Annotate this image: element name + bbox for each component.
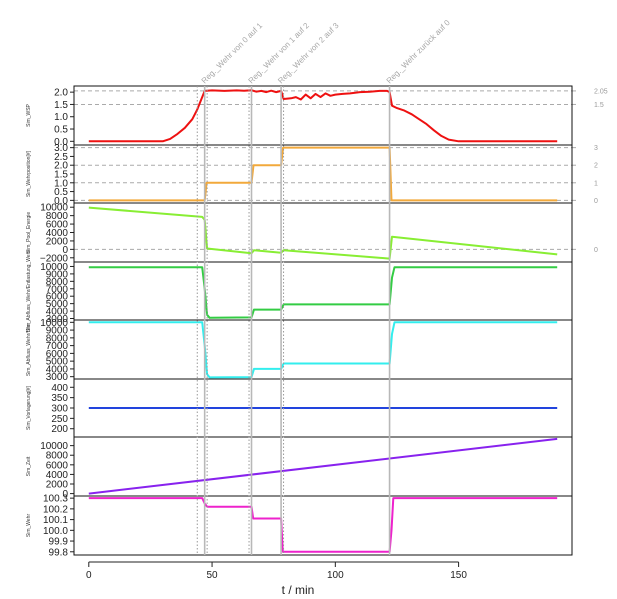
- y-tick-label: 1.0: [54, 112, 68, 123]
- series-line: [88, 437, 558, 495]
- y-axis-label: Sim_Abfluss_Wehr/Ufer: [26, 323, 32, 377]
- y-tick-label: 6000: [46, 292, 69, 303]
- y-tick-label: 3.0: [54, 143, 68, 154]
- y-tick-label: 5000: [46, 299, 69, 310]
- x-tick-label: 100: [327, 570, 344, 581]
- y-tick-label: 6000: [46, 349, 69, 360]
- y-tick-label: 10000: [40, 262, 68, 273]
- right-tick-label: 1: [594, 180, 598, 187]
- y-axis-label: Sim_Wehr: [26, 514, 32, 538]
- y-tick-label: 0.5: [54, 125, 68, 136]
- panel-4: 300040005000600070008000900010000Sim_Abf…: [26, 250, 573, 332]
- y-tick-label: 10000: [40, 441, 68, 452]
- y-tick-label: 2000: [46, 480, 69, 491]
- y-tick-label: 1.0: [54, 178, 68, 189]
- series-line: [88, 146, 558, 202]
- x-axis: 0 50 100 150: [86, 561, 467, 581]
- y-tick-label: 2000: [46, 236, 69, 247]
- right-tick-label: 0: [594, 247, 598, 254]
- y-tick-label: 100.2: [43, 504, 68, 515]
- y-axis-label: Sim_WSP: [26, 103, 32, 126]
- y-tick-label: 2.0: [54, 161, 68, 172]
- y-tick-label: 6000: [46, 460, 69, 471]
- panel-3: −200002000400060008000100000Sim_Pool_Ene…: [26, 202, 598, 264]
- y-tick-label: 1.5: [54, 170, 68, 181]
- x-tick-label: 0: [86, 570, 92, 581]
- event-label: Reg._Wehr von 2 auf 3: [276, 21, 341, 86]
- y-tick-label: 10000: [40, 318, 68, 329]
- y-tick-label: 100.1: [43, 515, 68, 526]
- y-tick-label: 4000: [46, 470, 69, 481]
- y-tick-label: 1.5: [54, 100, 68, 111]
- y-tick-label: −2000: [40, 253, 69, 264]
- panels: 0.00.51.01.52.01.52.05Sim_WSP0.00.51.01.…: [26, 85, 608, 558]
- y-tick-label: 300: [51, 404, 68, 415]
- y-tick-label: 7000: [46, 341, 69, 352]
- y-tick-label: 4000: [46, 228, 69, 239]
- y-tick-label: 350: [51, 393, 68, 404]
- x-tick-label: 50: [206, 570, 218, 581]
- y-tick-label: 400: [51, 383, 68, 394]
- y-axis-label: Sim_Zeit: [26, 456, 32, 476]
- y-tick-label: 0: [62, 245, 68, 256]
- panel-frame: [73, 495, 573, 556]
- panel-2: 0.00.51.01.52.02.53.0 0 1 2 3 Sim_Wehrpositio…: [26, 143, 598, 207]
- panel-frame: [73, 144, 573, 204]
- y-tick-label: 10000: [40, 203, 68, 214]
- right-tick-label: 2.05: [594, 88, 608, 95]
- y-tick-label: 8000: [46, 333, 69, 344]
- y-tick-label: 3000: [46, 372, 69, 383]
- y-tick-label: 4000: [46, 364, 69, 375]
- y-axis-label: Sim_Pool_Energie: [26, 212, 32, 254]
- y-tick-label: 0.0: [54, 137, 68, 148]
- y-tick-label: 5000: [46, 357, 69, 368]
- series-line: [88, 497, 558, 553]
- right-tick-label: 3: [594, 145, 598, 152]
- y-tick-label: 2.0: [54, 88, 68, 99]
- y-axis-label: Sim_Vorlagerung[#]: [26, 385, 32, 430]
- y-tick-label: 100.0: [43, 526, 68, 537]
- y-tick-label: 250: [51, 414, 68, 425]
- series-line: [88, 89, 558, 143]
- y-tick-label: 8000: [46, 451, 69, 462]
- y-tick-label: 0.5: [54, 187, 68, 198]
- y-tick-label: 4000: [46, 307, 69, 318]
- y-axis-label: Sim_Abfluss_Wehr/Entlastung_Wehr: [26, 250, 32, 332]
- y-tick-label: 0: [62, 489, 68, 500]
- y-tick-label: 99.9: [49, 537, 69, 548]
- x-tick-label: 150: [450, 570, 467, 581]
- y-tick-label: 200: [51, 424, 68, 435]
- series-line: [88, 266, 558, 319]
- y-axis-label: Sim_Wehrposition[#]: [26, 150, 32, 197]
- y-tick-label: 100.3: [43, 494, 68, 505]
- series-line: [88, 321, 558, 379]
- right-tick-label: 1.5: [594, 102, 604, 109]
- right-tick-label: 0: [594, 198, 598, 205]
- event-label: Reg._Wehr zurück auf 0: [385, 18, 453, 86]
- series-line: [88, 206, 558, 260]
- panel-frame: [73, 319, 573, 380]
- right-tick-label: 2: [594, 163, 598, 170]
- y-tick-label: 9000: [46, 326, 69, 337]
- y-tick-label: 99.8: [49, 547, 69, 558]
- y-tick-label: 6000: [46, 220, 69, 231]
- y-tick-label: 7000: [46, 284, 69, 295]
- y-tick-label: 3000: [46, 314, 69, 325]
- y-tick-label: 2.5: [54, 152, 68, 163]
- y-tick-label: 8000: [46, 211, 69, 222]
- y-tick-label: 8000: [46, 277, 69, 288]
- y-tick-label: 0.0: [54, 196, 68, 207]
- y-tick-label: 9000: [46, 269, 69, 280]
- x-axis-label: t / min: [282, 583, 315, 597]
- panel-frame: [73, 261, 573, 321]
